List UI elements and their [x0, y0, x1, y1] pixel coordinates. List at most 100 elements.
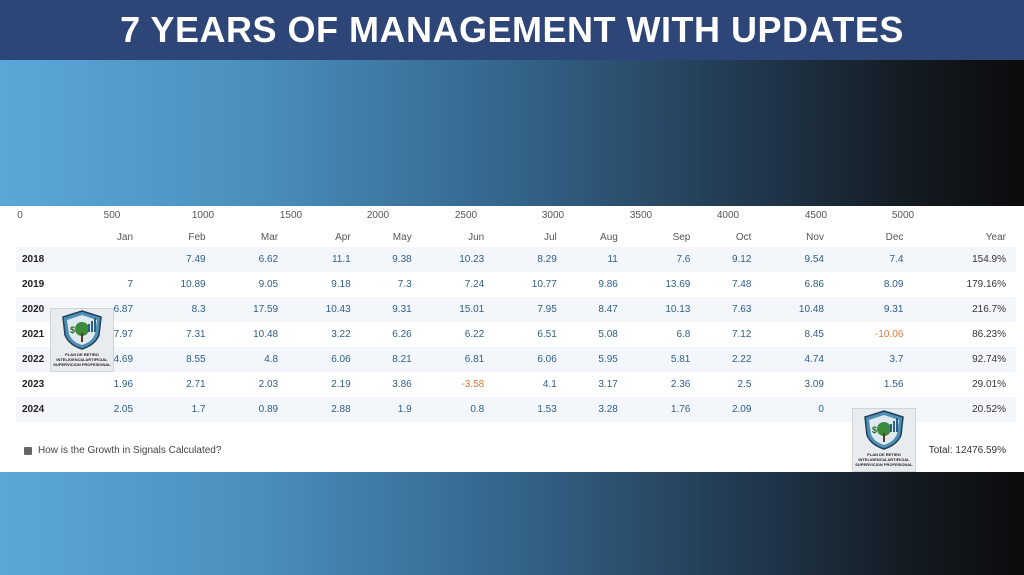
month-value-cell: 8.21	[392, 354, 412, 365]
year-total-cell: 216.7%	[972, 304, 1006, 315]
chart-scale-axis: 0 500 1000 1500 2000 2500 3000 3500 4000 4500 5000	[16, 210, 1016, 226]
column-header: Jun	[468, 232, 485, 243]
table-row: 2022 4.69 8.55 4.8 6.06 8.21 6.81 6.06 5.95 5.81 2…	[16, 347, 1016, 372]
svg-text:$: $	[70, 325, 75, 335]
month-value-cell: 2.88	[331, 404, 351, 415]
help-icon	[24, 446, 32, 455]
year-label: 2022	[22, 354, 45, 365]
month-value-cell: 3.09	[804, 379, 824, 390]
month-value-cell: 7.48	[731, 279, 752, 290]
table-row: 2021 7.97 7.31 10.48 3.22 6.26 6.22 6.51 5.08 6.8…	[16, 322, 1016, 347]
month-value-cell: 2.71	[186, 379, 206, 390]
month-value-cell: 7.6	[676, 254, 691, 265]
month-value-cell: 7.97	[113, 329, 134, 340]
screenshot-panel: 0 500 1000 1500 2000 2500 3000 3500 4000 4500 5000…	[0, 206, 1024, 472]
month-value-cell: 10.77	[531, 279, 557, 290]
scale-tick-label: 500	[103, 210, 121, 221]
scale-tick-label: 3000	[541, 210, 565, 221]
month-value-cell: 1.76	[670, 404, 691, 415]
column-header: Feb	[188, 232, 206, 243]
month-value-cell	[82, 247, 143, 272]
month-value-cell: 7.49	[186, 254, 206, 265]
month-value-cell: 11.1	[331, 254, 351, 265]
column-header: Jul	[544, 232, 557, 243]
shield-tree-icon: $	[62, 310, 102, 350]
company-logo: $ PLAN DE RETIRO INTELIGENCIA ARTIFICIAL…	[50, 308, 114, 372]
month-value-cell: 3.7	[889, 354, 904, 365]
month-value-cell: 9.31	[392, 304, 412, 315]
month-value-cell: 1.9	[397, 404, 412, 415]
month-value-cell: 10.89	[180, 279, 206, 290]
month-value-cell: 9.31	[883, 304, 904, 315]
month-value-cell: 1.7	[191, 404, 206, 415]
gradient-band-bottom	[0, 472, 1024, 575]
month-value-cell: 8.29	[537, 254, 557, 265]
table-row: 2019 7 10.89 9.05 9.18 7.3 7.24 10.77 9.86 13.69 7…	[16, 272, 1016, 297]
month-value-cell: 1.53	[537, 404, 557, 415]
scale-tick-label: 4000	[716, 210, 740, 221]
month-value-cell: 5.95	[598, 354, 618, 365]
month-value-cell: 9.38	[392, 254, 412, 265]
year-label: 2019	[22, 279, 45, 290]
column-header: Oct	[735, 232, 752, 243]
month-value-cell: 9.05	[258, 279, 279, 290]
month-value-cell: 6.8	[676, 329, 691, 340]
month-value-cell: 2.36	[670, 379, 691, 390]
column-header: May	[392, 232, 412, 243]
month-value-cell: 3.22	[331, 329, 351, 340]
scale-tick-label: 1000	[191, 210, 215, 221]
month-value-cell: 9.18	[331, 279, 351, 290]
month-value-cell: 3.17	[598, 379, 618, 390]
year-total-cell: 92.74%	[972, 354, 1006, 365]
month-value-cell: 4.74	[804, 354, 824, 365]
month-value-cell: -10.06	[875, 329, 904, 340]
month-value-cell: 5.81	[670, 354, 691, 365]
month-value-cell: 6.81	[464, 354, 485, 365]
month-value-cell: 3.86	[392, 379, 412, 390]
month-value-cell: 6.06	[331, 354, 351, 365]
signals-growth-table-container: 0 500 1000 1500 2000 2500 3000 3500 4000 4500 5000…	[16, 206, 1016, 468]
logo-caption: PLAN DE RETIRO INTELIGENCIA ARTIFICIAL S…	[855, 452, 913, 467]
monthly-growth-table: Jan Feb Mar Apr May Jun Jul Aug Sep Oct Nov Dec Year…	[16, 228, 1016, 422]
scale-tick-label: 1500	[279, 210, 303, 221]
month-value-cell: 1.56	[883, 379, 904, 390]
month-value-cell: 0	[818, 404, 824, 415]
month-value-cell: 10.23	[459, 254, 485, 265]
month-value-cell: 10.13	[665, 304, 691, 315]
month-value-cell: 9.54	[804, 254, 824, 265]
month-value-cell: 13.69	[665, 279, 691, 290]
table-row: 2020 6.87 8.3 17.59 10.43 9.31 15.01 7.95 8.47 10…	[16, 297, 1016, 322]
month-value-cell: 2.03	[258, 379, 279, 390]
month-value-cell: 7.95	[537, 304, 557, 315]
growth-help-link[interactable]: How is the Growth in Signals Calculated?	[24, 445, 221, 456]
month-value-cell: 7.63	[731, 304, 752, 315]
total-growth: Total: 12476.59%	[928, 445, 1006, 456]
month-value-cell: 6.26	[392, 329, 412, 340]
year-total-cell: 86.23%	[972, 329, 1006, 340]
month-value-cell: 10.43	[325, 304, 351, 315]
month-value-cell: 7.24	[464, 279, 485, 290]
column-header: Sep	[672, 232, 691, 243]
month-value-cell: 9.12	[731, 254, 752, 265]
month-value-cell: 7.3	[397, 279, 412, 290]
month-value-cell: 6.06	[537, 354, 557, 365]
month-value-cell: 6.62	[258, 254, 279, 265]
month-value-cell: 6.86	[804, 279, 824, 290]
year-total-cell: 179.16%	[966, 279, 1006, 290]
month-value-cell: 4.8	[264, 354, 279, 365]
scale-tick-label: 4500	[804, 210, 828, 221]
year-label: 2024	[22, 404, 45, 415]
year-total-cell: 20.52%	[972, 404, 1006, 415]
corner-cell	[16, 228, 82, 247]
month-value-cell: 2.22	[731, 354, 752, 365]
month-value-cell: 4.1	[542, 379, 557, 390]
month-value-cell: 8.45	[804, 329, 824, 340]
month-value-cell: 4.69	[113, 354, 134, 365]
svg-text:$: $	[872, 425, 877, 435]
month-value-cell: 9.86	[598, 279, 618, 290]
column-header: Nov	[806, 232, 824, 243]
month-value-cell: 11	[607, 254, 618, 265]
scale-tick-label: 0	[17, 210, 23, 221]
gradient-band-top	[0, 60, 1024, 206]
month-value-cell: 15.01	[459, 304, 485, 315]
